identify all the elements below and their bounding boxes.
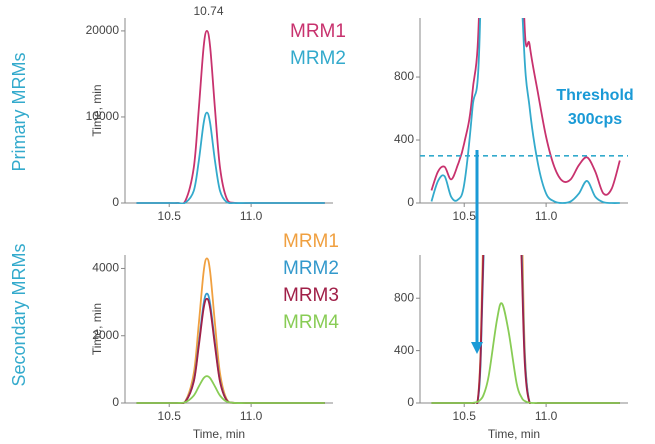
y-tick-label: 0 (112, 195, 119, 209)
x-tick-label: 10.5 (158, 209, 182, 223)
x-tick-label: 10.5 (158, 409, 182, 423)
y-tick-label: 0 (112, 395, 119, 409)
series-line (136, 292, 325, 404)
y-tick-label: 0 (407, 395, 414, 409)
panel: 0 10000 20000 10.5 11.0 Time, min MRM1 MRM2 10.7… (86, 4, 346, 223)
y-tick-label: 20000 (86, 23, 120, 37)
x-axis-label: Time, min (193, 427, 245, 441)
row-label: Secondary MRMs (9, 243, 29, 386)
legend-entry: MRM1 (290, 21, 346, 42)
x-tick-label: 10.5 (453, 409, 477, 423)
row-label: Primary MRMs (9, 53, 29, 172)
legend-entry: MRM3 (283, 285, 339, 306)
legend-entry: MRM2 (290, 48, 346, 69)
panel: 0 400 800 10.5 11.0 Threshold 300cps (394, 18, 634, 223)
x-tick-label: 11.0 (240, 409, 263, 423)
y-axis-label: Time, min (90, 84, 104, 136)
panel: 0 400 800 10.5 11.0 Time, min (394, 255, 628, 441)
y-tick-label: 400 (394, 132, 414, 146)
series-line (430, 18, 620, 204)
y-tick-label: 400 (394, 343, 414, 357)
threshold-label: 300cps (568, 111, 622, 128)
y-axis-label: Time, min (90, 303, 104, 355)
series-line (431, 302, 620, 404)
x-tick-label: 11.0 (535, 409, 558, 423)
y-tick-label: 800 (394, 69, 414, 83)
y-tick-label: 800 (394, 290, 414, 304)
series-line (136, 111, 325, 204)
x-tick-label: 10.5 (453, 209, 477, 223)
y-tick-label: 2000 (92, 328, 119, 342)
x-tick-label: 11.0 (240, 209, 263, 223)
x-axis-label: Time, min (488, 427, 540, 441)
y-tick-label: 10000 (86, 109, 120, 123)
legend-entry: MRM2 (283, 258, 339, 279)
y-tick-label: 0 (407, 195, 414, 209)
y-tick-label: 4000 (92, 261, 119, 275)
x-tick-label: 11.0 (535, 209, 558, 223)
series-line (136, 375, 325, 404)
legend-entry: MRM4 (283, 312, 339, 333)
threshold-label: Threshold (556, 87, 633, 104)
series-line (430, 18, 621, 196)
legend-entry: MRM1 (283, 231, 339, 252)
panel: 0 2000 4000 10.5 11.0 Time, min Time, min MRM1 M… (90, 231, 339, 441)
peak-label: 10.74 (194, 4, 224, 18)
